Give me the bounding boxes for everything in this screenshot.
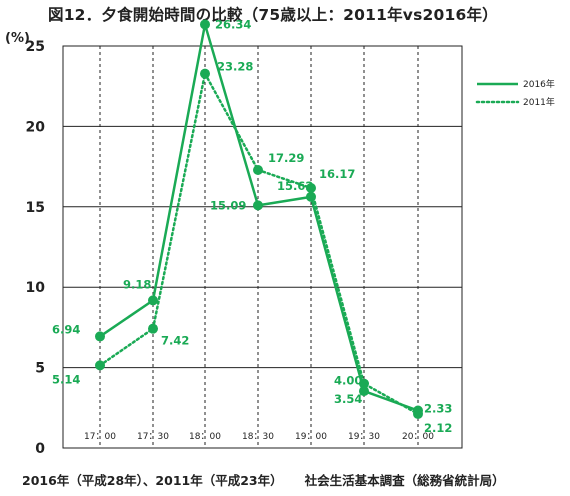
data-point-2011: [148, 324, 158, 334]
data-label-2016: 15.62: [277, 179, 313, 193]
data-label-2011: 23.28: [217, 60, 253, 74]
y-tick-label: 0: [35, 441, 45, 457]
data-label-2016: 15.09: [210, 198, 246, 212]
data-point-2016: [95, 331, 105, 341]
data-label-2016: 2.33: [424, 402, 452, 416]
plot-area-frame: [63, 46, 462, 448]
data-label-2011: 5.14: [52, 372, 80, 386]
x-tick-label: 19：30: [348, 432, 380, 442]
data-label-2011: 16.17: [319, 167, 355, 181]
data-label-2011: 2.12: [424, 421, 452, 435]
x-tick-label: 18：30: [242, 432, 274, 442]
grid-layer: [63, 46, 462, 448]
source-line: 2016年（平成28年）、2011年（平成23年） 社会生活基本調査（総務省統計局…: [22, 470, 505, 489]
data-point-2016: [253, 200, 263, 210]
data-label-2011: 17.29: [268, 151, 304, 165]
y-tick-label: 10: [26, 280, 46, 296]
legend-label-2011: 2011年: [523, 96, 555, 108]
x-tick-label: 18：00: [189, 432, 221, 442]
data-label-2016: 6.94: [52, 322, 80, 336]
y-tick-label: 5: [35, 361, 45, 377]
x-tick-label: 19：00: [295, 432, 327, 442]
data-point-2016: [200, 19, 210, 29]
series-line-2016: [100, 24, 418, 410]
data-label-2011: 4.00: [334, 374, 362, 388]
x-tick-label: 17：00: [84, 432, 116, 442]
data-label-layer: 6.94 9.18 26.34 15.09 15.62 3.54 2.33 5.14 7.42 2…: [52, 17, 452, 434]
data-point-2016: [148, 295, 158, 305]
source-years: 2016年（平成28年）、2011年（平成23年）: [22, 473, 283, 488]
x-tick-label: 17：30: [137, 432, 169, 442]
data-label-2011: 7.42: [161, 334, 189, 348]
data-point-2011: [253, 165, 263, 175]
data-label-2016: 3.54: [334, 392, 362, 406]
y-axis-unit: (%): [5, 31, 30, 46]
data-label-2016: 9.18: [123, 277, 151, 291]
data-point-2011: [95, 360, 105, 370]
series-layer: [95, 19, 423, 418]
data-label-2016: 26.34: [215, 17, 251, 31]
source-attribution: 社会生活基本調査（総務省統計局）: [305, 473, 505, 488]
series-line-2011: [100, 74, 418, 414]
data-point-2011: [413, 409, 423, 419]
legend: 2016年 2011年: [477, 78, 555, 108]
y-tick-label: 20: [26, 119, 46, 135]
y-tick-label: 15: [26, 200, 45, 216]
legend-label-2016: 2016年: [523, 78, 555, 90]
data-point-2011: [200, 69, 210, 79]
